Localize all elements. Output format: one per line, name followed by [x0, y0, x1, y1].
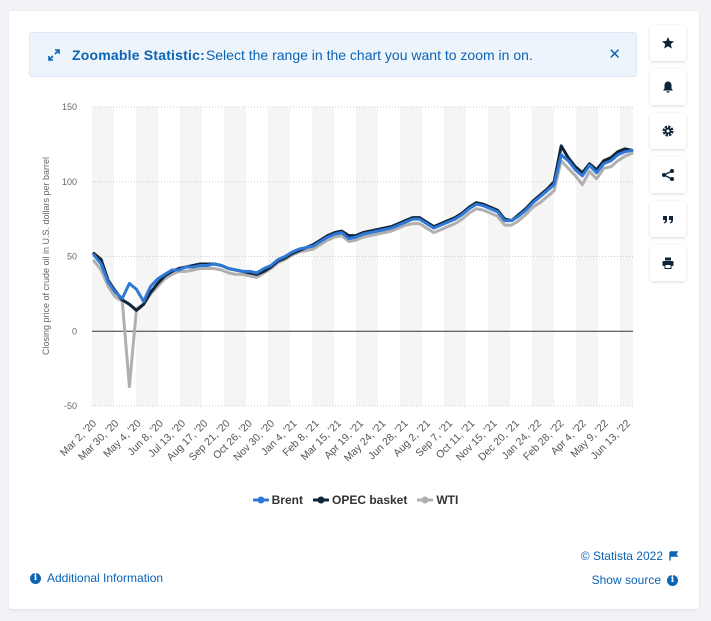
legend-label: Brent [271, 493, 303, 507]
favorite-button[interactable] [650, 25, 686, 61]
quote-icon [663, 216, 673, 224]
cite-button[interactable] [650, 201, 686, 237]
y-tick-label: 0 [72, 326, 77, 336]
info-icon: i [30, 572, 41, 584]
print-button[interactable] [650, 245, 686, 281]
legend-swatch [252, 496, 269, 504]
info-icon: i [667, 574, 678, 586]
share-button[interactable] [650, 157, 686, 193]
y-tick-label: 50 [67, 252, 77, 262]
zoom-banner: Zoomable Statistic: Select the range in … [29, 32, 637, 77]
show-source-text: Show source [591, 573, 661, 587]
legend-item-brent[interactable]: Brent [252, 492, 303, 508]
line-chart[interactable]: 150 100 50 0 -50 Closing price of crude oil i… [0, 0, 711, 480]
notification-button[interactable] [650, 69, 686, 105]
y-tick-label: 100 [62, 177, 77, 187]
legend-label: OPEC basket [331, 493, 408, 507]
expand-icon [48, 48, 60, 61]
series-line-wti [92, 151, 634, 389]
zoom-title: Zoomable Statistic: [72, 46, 205, 63]
close-icon[interactable]: ✕ [608, 46, 621, 63]
y-axis-label: Closing price of crude oil in U.S. dolla… [41, 157, 51, 355]
legend-item-wti[interactable]: WTI [417, 492, 458, 508]
copyright[interactable]: © Statista 2022 [581, 549, 678, 563]
additional-info-text: Additional Information [47, 571, 164, 585]
additional-info-link[interactable]: i Additional Information [30, 571, 163, 585]
gear-icon [662, 125, 674, 137]
y-tick-label: 150 [62, 102, 77, 112]
legend-swatch [417, 496, 434, 504]
copyright-text: © Statista 2022 [580, 549, 663, 563]
legend-swatch [312, 496, 329, 504]
series-line-brent [92, 148, 634, 303]
settings-button[interactable] [650, 113, 686, 149]
print-icon [662, 257, 674, 269]
y-tick-label: -50 [64, 401, 77, 411]
share-icon [662, 169, 674, 181]
zoom-text: Select the range in the chart you want t… [205, 46, 533, 63]
flag-icon [669, 551, 678, 561]
show-source-link[interactable]: Show source i [592, 573, 678, 587]
legend-label: WTI [436, 493, 459, 507]
legend-item-opec-basket[interactable]: OPEC basket [312, 492, 408, 508]
bell-icon [663, 81, 673, 93]
side-toolbar [650, 25, 686, 289]
chart-legend: Brent OPEC basket WTI [0, 492, 711, 508]
star-icon [662, 37, 674, 49]
